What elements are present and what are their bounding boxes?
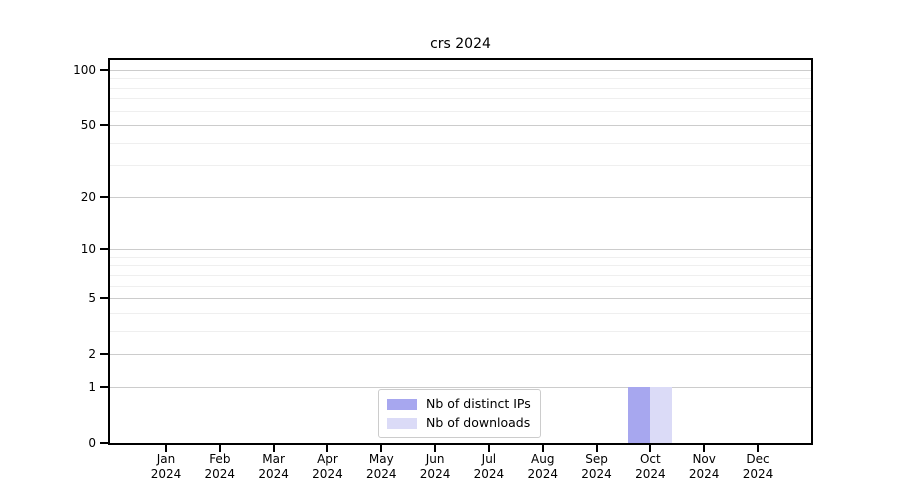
x-tick-year: 2024 xyxy=(365,467,397,481)
y-gridline-minor xyxy=(110,285,811,287)
x-tick-mark xyxy=(272,445,275,452)
y-tick-label: 0 xyxy=(88,436,96,450)
x-tick-label: Aug 2024 xyxy=(508,452,578,482)
y-tick-mark xyxy=(100,385,108,388)
x-tick-year: 2024 xyxy=(150,467,182,481)
x-tick-mark xyxy=(703,445,706,452)
legend-label-distinct-ips: Nb of distinct IPs xyxy=(426,396,531,411)
x-tick-year: 2024 xyxy=(742,467,774,481)
x-tick-label: Nov 2024 xyxy=(669,452,739,482)
x-tick-month: Feb xyxy=(209,452,231,466)
y-tick-label: 5 xyxy=(88,291,96,306)
x-tick-month: Dec xyxy=(746,452,770,466)
y-gridline xyxy=(110,125,811,127)
x-tick-mark xyxy=(595,445,598,452)
x-tick-year: 2024 xyxy=(204,467,236,481)
x-tick-month: Mar xyxy=(262,452,285,466)
x-tick-mark xyxy=(757,445,759,452)
x-tick-year: 2024 xyxy=(527,467,558,481)
y-gridline-minor xyxy=(110,110,811,112)
y-tick-mark xyxy=(100,195,108,198)
x-tick-label: Oct 2024 xyxy=(615,452,685,482)
y-gridline xyxy=(110,69,811,71)
y-tick-mark xyxy=(100,442,108,444)
x-tick-month: Oct xyxy=(639,452,661,466)
x-tick-mark xyxy=(165,445,167,452)
x-tick-label: Dec 2024 xyxy=(723,452,793,482)
y-gridline-minor xyxy=(110,142,811,144)
x-tick-label: Feb 2024 xyxy=(185,452,255,482)
y-gridline-minor xyxy=(110,256,811,258)
y-gridline xyxy=(110,298,811,300)
x-tick-month: Aug xyxy=(531,452,555,466)
y-tick-mark xyxy=(100,68,108,71)
y-tick-mark xyxy=(100,353,108,356)
x-tick-label: Apr 2024 xyxy=(292,452,362,482)
y-gridline xyxy=(110,196,811,198)
bar-downloads xyxy=(650,386,673,443)
x-tick-month: Jun xyxy=(425,452,445,466)
x-tick-mark xyxy=(218,445,221,452)
y-tick-label: 2 xyxy=(88,347,96,362)
x-tick-month: Jul xyxy=(481,452,497,466)
x-tick-label: Jul 2024 xyxy=(454,452,524,482)
legend-item-downloads: Nb of downloads xyxy=(387,415,531,431)
x-tick-mark xyxy=(434,445,437,452)
x-tick-mark xyxy=(326,445,329,452)
y-tick-label: 50 xyxy=(80,118,96,133)
y-tick-label: 100 xyxy=(73,62,96,77)
x-tick-year: 2024 xyxy=(312,467,343,481)
x-tick-month: Nov xyxy=(692,452,716,466)
plot-area xyxy=(108,58,813,445)
x-tick-label: Sep 2024 xyxy=(562,452,632,482)
y-tick-label: 1 xyxy=(88,379,96,394)
chart-title: crs 2024 xyxy=(430,36,491,52)
x-tick-year: 2024 xyxy=(688,467,720,481)
x-tick-month: Jan xyxy=(156,452,176,466)
x-tick-mark xyxy=(487,445,490,452)
x-tick-mark xyxy=(649,445,652,452)
legend-item-distinct-ips: Nb of distinct IPs xyxy=(387,396,531,412)
y-tick-mark xyxy=(100,297,108,300)
y-gridline-minor xyxy=(110,312,811,314)
x-tick-month: Sep xyxy=(585,452,608,466)
chart-legend: Nb of distinct IPs Nb of downloads xyxy=(378,389,541,438)
x-tick-label: Mar 2024 xyxy=(239,452,309,482)
y-tick-label: 10 xyxy=(80,242,96,257)
x-tick-year: 2024 xyxy=(258,467,289,481)
y-gridline-minor xyxy=(110,165,811,167)
x-tick-label: Jun 2024 xyxy=(400,452,470,482)
x-tick-month: Apr xyxy=(317,452,338,466)
x-tick-label: May 2024 xyxy=(346,452,416,482)
x-tick-month: May xyxy=(368,452,394,466)
x-tick-mark xyxy=(380,445,383,452)
y-gridline-minor xyxy=(110,98,811,100)
y-gridline xyxy=(110,249,811,251)
x-tick-label: Jan 2024 xyxy=(131,452,201,482)
x-tick-year: 2024 xyxy=(581,467,612,481)
legend-label-downloads: Nb of downloads xyxy=(426,415,531,430)
bar-distinct-ips xyxy=(628,386,651,443)
x-tick-year: 2024 xyxy=(635,467,666,481)
y-gridline xyxy=(110,354,811,356)
y-gridline-minor xyxy=(110,330,811,332)
y-gridline-minor xyxy=(110,78,811,80)
y-gridline-minor xyxy=(110,87,811,89)
x-tick-year: 2024 xyxy=(473,467,505,481)
y-tick-label: 20 xyxy=(80,189,96,204)
y-gridline-minor xyxy=(110,274,811,276)
legend-swatch-distinct-ips xyxy=(387,398,417,410)
y-gridline-minor xyxy=(110,265,811,267)
x-tick-mark xyxy=(541,445,544,452)
y-tick-mark xyxy=(100,248,108,251)
y-tick-mark xyxy=(100,124,108,127)
x-tick-year: 2024 xyxy=(419,467,451,481)
y-gridline xyxy=(110,386,811,388)
legend-swatch-downloads xyxy=(387,417,417,429)
